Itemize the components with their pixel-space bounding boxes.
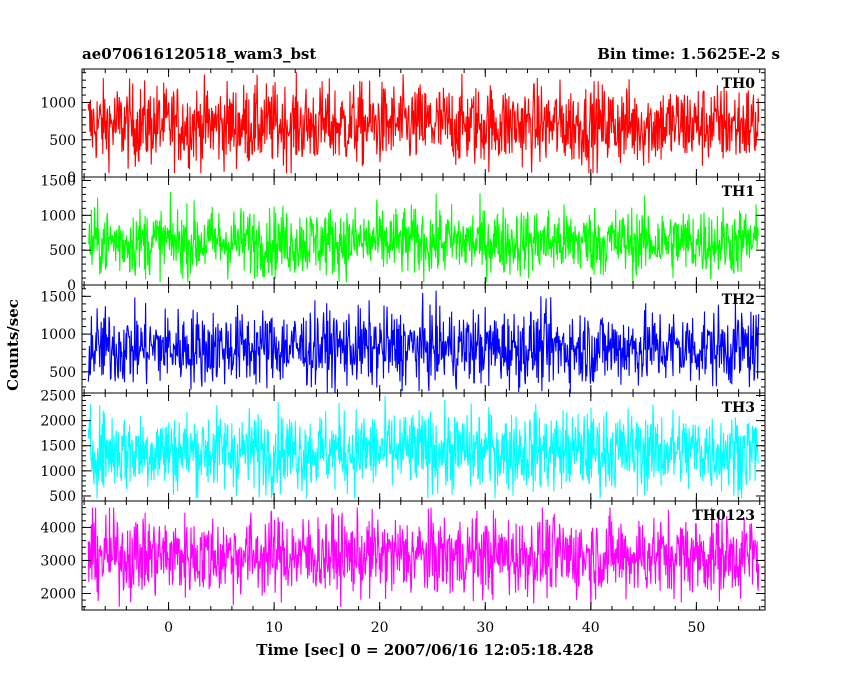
y-tick-label: 2000: [40, 414, 76, 430]
bin-time-label: Bin time: 1.5625E-2 s: [597, 45, 780, 63]
y-tick-label: 1500: [40, 289, 76, 305]
y-tick-label: 500: [49, 365, 76, 381]
panel-frame-th0123: [81, 500, 766, 611]
series-line-th0123: [87, 507, 760, 607]
series-line-th3: [87, 395, 760, 499]
y-tick-label: 1000: [40, 96, 76, 112]
x-tick-label: 40: [582, 620, 600, 636]
series-line-th1: [87, 191, 760, 283]
panel-label-th2: TH2: [722, 292, 755, 308]
x-tick-label: 0: [164, 620, 173, 636]
panel-label-th3: TH3: [722, 400, 755, 416]
y-tick-label: 4000: [40, 520, 76, 536]
panel-label-th1: TH1: [722, 184, 755, 200]
series-line-th2: [87, 290, 760, 394]
y-tick-label: 3000: [40, 553, 76, 569]
series-line-th0: [87, 72, 760, 174]
panel-label-th0: TH0: [722, 76, 756, 92]
y-tick-label: 2500: [40, 389, 76, 405]
y-tick-label: 1000: [40, 208, 76, 224]
chart-title: ae070616120518_wam3_bst: [82, 45, 317, 63]
x-axis-label: Time [sec] 0 = 2007/06/16 12:05:18.428: [256, 641, 593, 659]
x-tick-label: 50: [687, 620, 705, 636]
x-tick-label: 10: [265, 620, 283, 636]
y-tick-label: 2000: [40, 586, 76, 602]
y-tick-label: 500: [49, 133, 76, 149]
y-axis-label: Counts/sec: [4, 299, 22, 391]
y-tick-label: 500: [49, 243, 76, 259]
y-tick-label: 0: [67, 170, 76, 186]
y-tick-label: 0: [67, 278, 76, 294]
panel-label-th0123: TH0123: [692, 508, 755, 524]
x-tick-label: 20: [371, 620, 389, 636]
y-tick-label: 500: [49, 489, 76, 505]
y-tick-label: 1500: [40, 173, 76, 189]
y-tick-label: 1000: [40, 327, 76, 343]
y-tick-label: 1500: [40, 439, 76, 455]
x-tick-label: 30: [476, 620, 494, 636]
y-tick-label: 1000: [40, 464, 76, 480]
